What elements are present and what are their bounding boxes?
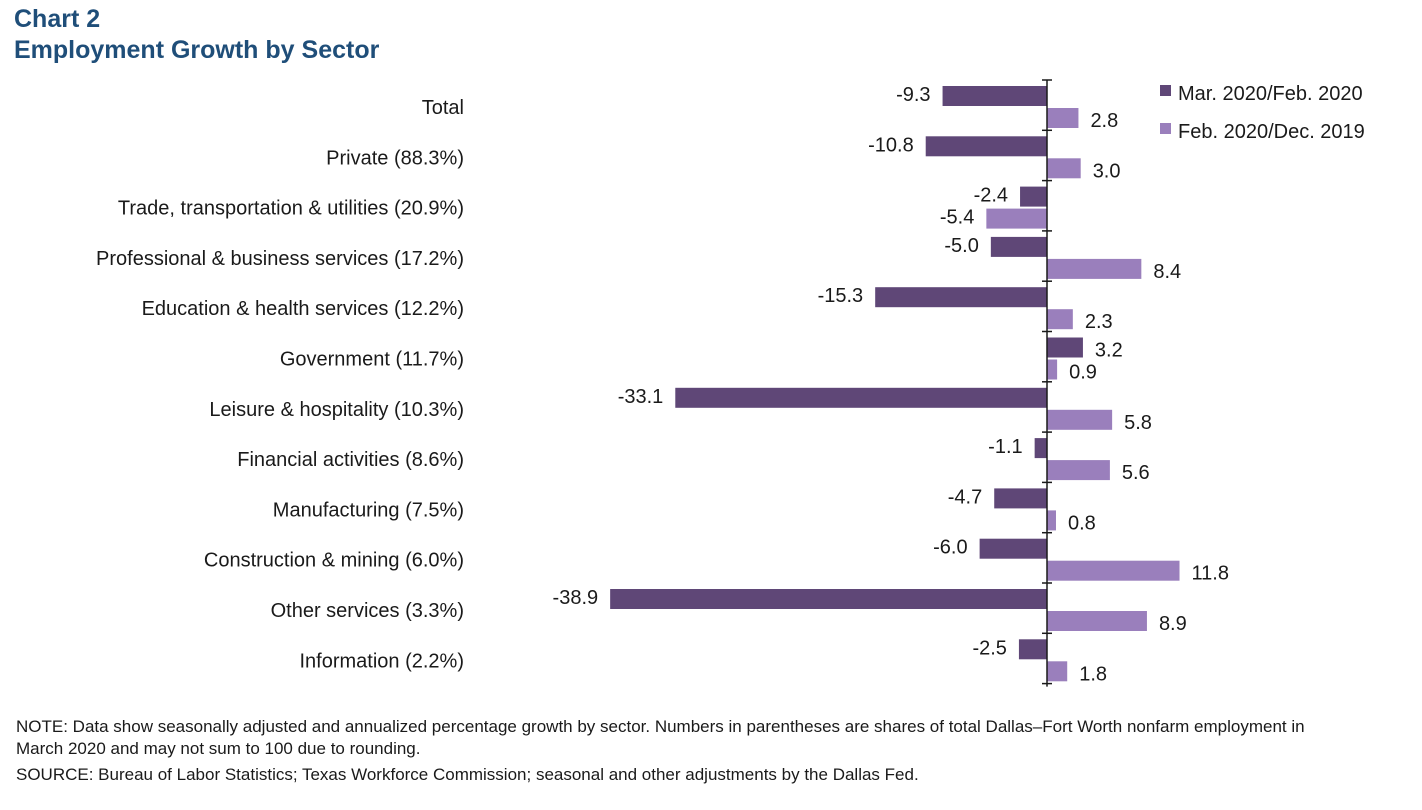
legend-swatch-feb2020-dec2019 — [1160, 123, 1171, 134]
bar-mar2020-feb2020 — [875, 287, 1047, 308]
category-label: Other services (3.3%) — [271, 600, 464, 622]
data-label: -2.5 — [972, 637, 1006, 659]
chart-title: Chart 2 Employment Growth by Sector — [14, 4, 379, 66]
source-text: SOURCE: Bureau of Labor Statistics; Texa… — [16, 765, 919, 784]
data-label: -1.1 — [988, 436, 1022, 458]
chart-heading: Employment Growth by Sector — [14, 36, 380, 64]
zero-axis — [1042, 79, 1052, 687]
bar-mar2020-feb2020 — [979, 538, 1047, 559]
data-label: 0.9 — [1069, 362, 1097, 384]
bar-feb2020-dec2019 — [1047, 108, 1079, 128]
data-label: -6.0 — [933, 537, 967, 559]
bar-feb2020-dec2019 — [1047, 359, 1058, 380]
data-label: 2.8 — [1090, 110, 1118, 132]
category-labels: Total Private (88.3%) Trade, transportatio… — [96, 97, 464, 672]
legend: Mar. 2020/Feb. 2020 Feb. 2020/Dec. 2019 — [1160, 83, 1365, 143]
data-label: -33.1 — [618, 386, 664, 408]
data-label: 8.9 — [1159, 613, 1187, 635]
category-label: Manufacturing (7.5%) — [273, 499, 464, 521]
bar-mar2020-feb2020 — [1018, 639, 1047, 660]
bar-mar2020-feb2020 — [675, 387, 1047, 408]
bar-mar2020-feb2020 — [990, 236, 1047, 257]
legend-label: Feb. 2020/Dec. 2019 — [1178, 121, 1365, 143]
bar-chart: Total Private (88.3%) Trade, transportatio… — [96, 79, 1365, 687]
chart-number: Chart 2 — [14, 5, 101, 33]
category-label: Professional & business services (17.2%) — [96, 248, 464, 270]
data-label: -15.3 — [818, 285, 864, 307]
bars — [610, 86, 1180, 682]
category-label: Information (2.2%) — [299, 650, 464, 672]
data-label: 3.0 — [1093, 160, 1121, 182]
category-label: Construction & mining (6.0%) — [204, 550, 464, 572]
bar-feb2020-dec2019 — [1047, 258, 1142, 279]
bar-feb2020-dec2019 — [1047, 460, 1110, 481]
data-label: 0.8 — [1068, 512, 1096, 534]
data-label: 5.6 — [1122, 462, 1150, 484]
data-label: 8.4 — [1153, 261, 1181, 283]
data-label: -10.8 — [868, 134, 914, 156]
data-label: -4.7 — [948, 486, 982, 508]
legend-swatch-mar2020-feb2020 — [1160, 85, 1171, 96]
data-label: -2.4 — [974, 185, 1008, 207]
data-label: 5.8 — [1124, 412, 1152, 434]
data-label: -9.3 — [896, 84, 930, 106]
bar-feb2020-dec2019 — [1047, 661, 1068, 682]
data-label: -38.9 — [553, 587, 599, 609]
bar-feb2020-dec2019 — [1047, 409, 1113, 430]
note-text: NOTE: Data show seasonally adjusted and … — [16, 717, 1305, 758]
bar-mar2020-feb2020 — [942, 86, 1047, 106]
category-label: Total — [422, 97, 464, 119]
legend-label: Mar. 2020/Feb. 2020 — [1178, 83, 1363, 105]
bar-mar2020-feb2020 — [1020, 186, 1047, 207]
category-label: Private (88.3%) — [326, 147, 464, 169]
category-label: Government (11.7%) — [280, 349, 464, 371]
category-label: Trade, transportation & utilities (20.9%… — [118, 198, 464, 220]
category-label: Financial activities (8.6%) — [237, 449, 464, 471]
data-label: 3.2 — [1095, 340, 1123, 362]
bar-mar2020-feb2020 — [925, 136, 1047, 157]
category-label: Leisure & hospitality (10.3%) — [209, 399, 464, 421]
bar-feb2020-dec2019 — [1047, 611, 1147, 631]
bar-mar2020-feb2020 — [1034, 438, 1047, 459]
data-label: 1.8 — [1079, 663, 1107, 685]
bar-feb2020-dec2019 — [1047, 560, 1180, 581]
data-label: 11.8 — [1192, 563, 1229, 585]
data-label: -5.4 — [940, 207, 974, 229]
bar-mar2020-feb2020 — [994, 488, 1047, 509]
bar-feb2020-dec2019 — [986, 208, 1047, 229]
value-labels: -9.3 2.8 -10.8 3.0 -2.4-5.4 -5.0 8.4 -15.3 2.3 3.… — [553, 84, 1229, 685]
bar-feb2020-dec2019 — [1047, 510, 1056, 531]
bar-feb2020-dec2019 — [1047, 158, 1081, 179]
category-label: Education & health services (12.2%) — [142, 298, 464, 320]
bar-mar2020-feb2020 — [610, 589, 1047, 609]
footnote: NOTE: Data show seasonally adjusted and … — [16, 716, 1326, 786]
data-label: 2.3 — [1085, 311, 1113, 333]
bar-feb2020-dec2019 — [1047, 309, 1073, 330]
bar-mar2020-feb2020 — [1047, 337, 1083, 358]
data-label: -5.0 — [944, 235, 978, 257]
